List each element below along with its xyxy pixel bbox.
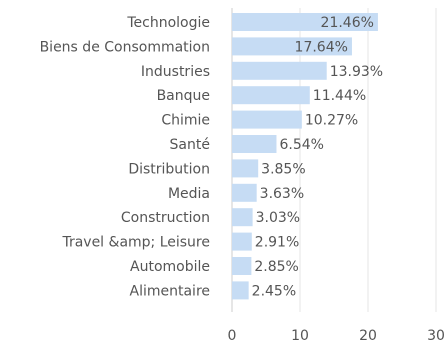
value-label-10: 2.91% [255,235,299,251]
category-label-12: Alimentaire [130,283,211,299]
x-tick-label-10: 10 [291,328,309,344]
category-label-8: Media [168,186,210,202]
bar-2 [232,37,352,56]
category-label-5: Chimie [161,113,210,129]
value-label-3: 13.93% [330,64,383,80]
category-label-11: Automobile [130,259,210,275]
bar-4 [232,86,310,105]
value-label-12: 2.45% [252,283,296,299]
labels: Technologie 21.46% Biens de Consommation 17… [40,15,384,299]
value-label-1: 21.46% [321,15,374,31]
bar-3 [232,61,327,80]
bar-9 [232,208,253,227]
value-label-9: 3.03% [256,210,300,226]
value-label-7: 3.85% [261,161,305,177]
bar-8 [232,183,257,202]
value-label-2: 17.64% [295,39,348,55]
value-label-4: 11.44% [313,88,366,104]
category-label-3: Industries [141,64,210,80]
value-label-5: 10.27% [305,113,358,129]
bar-5 [232,110,302,129]
category-label-2: Biens de Consommation [40,39,210,55]
x-tick-label-20: 20 [359,328,377,344]
value-label-8: 3.63% [260,186,304,202]
bar-11 [232,257,252,275]
bar-10 [232,232,252,251]
x-axis-ticks: 0 10 20 30 [228,328,445,344]
category-label-9: Construction [121,210,210,226]
bars [232,13,378,300]
bar-6 [232,135,277,153]
category-label-1: Technologie [126,15,210,31]
value-label-6: 6.54% [279,137,323,153]
bar-12 [232,281,249,300]
value-label-11: 2.85% [254,259,298,275]
category-label-4: Banque [157,88,210,104]
x-tick-label-0: 0 [228,328,237,344]
category-label-6: Santé [170,137,210,153]
category-label-7: Distribution [128,161,210,177]
bar-1 [232,13,378,31]
x-tick-label-30: 30 [427,328,445,344]
category-label-10: Travel &amp; Leisure [61,235,210,251]
bar-7 [232,159,259,178]
